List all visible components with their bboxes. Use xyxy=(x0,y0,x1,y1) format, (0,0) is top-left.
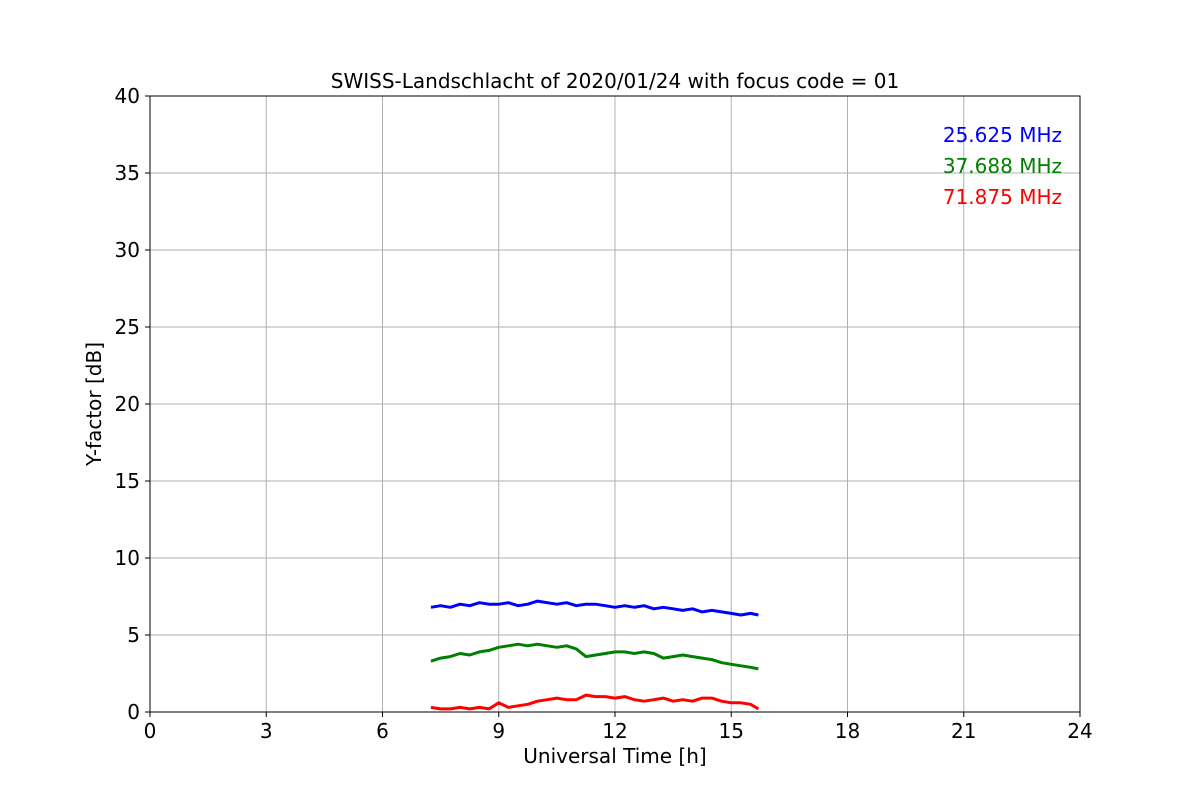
grid-lines xyxy=(150,96,1080,712)
y-tick-label: 35 xyxy=(115,161,140,185)
legend-entry: 25.625 MHz xyxy=(943,123,1062,147)
x-tick-label: 6 xyxy=(376,719,389,743)
x-axis-label: Universal Time [h] xyxy=(523,744,706,768)
series-line-2 xyxy=(430,642,759,671)
series-line-3 xyxy=(430,693,760,711)
y-tick-label: 5 xyxy=(127,623,140,647)
axis-ticks: 0 3 6 9 12 15 18 21 24 0 5 10 15 20 25 30 35 40 xyxy=(115,84,1093,743)
y-tick-label: 0 xyxy=(127,700,140,724)
x-tick-label: 24 xyxy=(1067,719,1092,743)
y-tick-label: 30 xyxy=(115,238,140,262)
series-line-1 xyxy=(430,599,759,617)
x-tick-label: 0 xyxy=(144,719,157,743)
y-axis-label: Y-factor [dB] xyxy=(82,342,106,467)
y-tick-label: 25 xyxy=(115,315,140,339)
x-tick-label: 9 xyxy=(492,719,505,743)
x-tick-label: 3 xyxy=(260,719,273,743)
x-tick-label: 18 xyxy=(835,719,860,743)
legend-entry: 71.875 MHz xyxy=(943,185,1062,209)
legend: 25.625 MHz 37.688 MHz 71.875 MHz xyxy=(943,123,1062,209)
y-tick-label: 40 xyxy=(115,84,140,108)
x-tick-label: 12 xyxy=(602,719,627,743)
x-tick-label: 21 xyxy=(951,719,976,743)
y-tick-label: 15 xyxy=(115,469,140,493)
series-layer xyxy=(430,599,760,711)
y-tick-label: 20 xyxy=(115,392,140,416)
y-tick-label: 10 xyxy=(115,546,140,570)
chart-title: SWISS-Landschlacht of 2020/01/24 with fo… xyxy=(331,69,899,93)
legend-entry: 37.688 MHz xyxy=(943,154,1062,178)
x-tick-label: 15 xyxy=(719,719,744,743)
